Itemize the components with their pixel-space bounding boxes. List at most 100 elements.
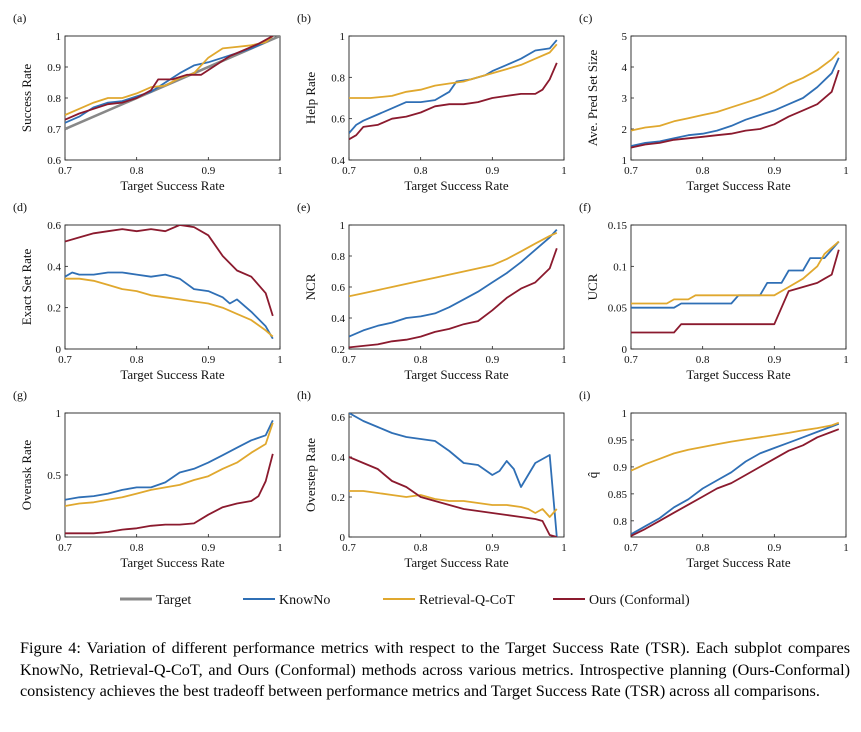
subplot-i: 0.7 0.8 0.9 1 0.8 0.85 0.9 0.95 1 Target Success …: [579, 388, 849, 570]
x-tick-label: 0.8: [696, 354, 710, 366]
y-tick-label: 0.6: [47, 155, 61, 167]
x-axis-label: Target Success Rate: [686, 555, 790, 570]
x-tick-label: 0.8: [696, 165, 710, 177]
subplot-e: 0.7 0.8 0.9 1 0.2 0.4 0.6 0.8 1 Target Success Ra…: [297, 200, 567, 382]
plot-frame: [64, 35, 281, 161]
series-line-ours-conformal: [631, 69, 840, 149]
panel-tag: (c): [579, 11, 592, 25]
x-axis-label: Target Success Rate: [404, 555, 508, 570]
y-tick-label: 4: [622, 62, 628, 74]
legend-item-knowno: KnowNo: [243, 593, 330, 608]
y-tick-label: 0.05: [608, 303, 628, 315]
y-tick-label: 0: [56, 344, 62, 356]
x-axis-label: Target Success Rate: [686, 367, 790, 382]
legend-label: Ours (Conformal): [589, 593, 690, 608]
y-tick-label: 0.9: [613, 462, 627, 474]
x-tick-label: 0.7: [58, 165, 72, 177]
series-line-knowno: [631, 240, 840, 309]
y-tick-label: 5: [622, 31, 628, 43]
series-line-knowno: [65, 271, 274, 340]
legend: Target KnowNo Retrieval-Q-CoT Ours (Conform…: [120, 593, 690, 608]
y-axis-label: NCR: [303, 273, 318, 300]
y-tick-label: 0.8: [613, 516, 627, 528]
y-tick-label: 2: [622, 124, 628, 136]
x-tick-label: 1: [843, 542, 849, 554]
y-tick-label: 0.2: [331, 344, 345, 356]
panel-tag: (f): [579, 200, 591, 214]
y-tick-label: 1: [622, 408, 628, 420]
x-tick-label: 0.7: [342, 542, 356, 554]
x-tick-label: 0.7: [342, 354, 356, 366]
x-axis-label: Target Success Rate: [120, 178, 224, 193]
subplot-b: 0.7 0.8 0.9 1 0.4 0.6 0.8 1 Target Success Rate H…: [297, 11, 567, 193]
series-line-knowno: [631, 422, 840, 536]
series-line-knowno: [349, 413, 558, 537]
series-line-ours-conformal: [65, 225, 274, 317]
x-tick-label: 1: [277, 542, 283, 554]
y-tick-label: 1: [340, 220, 346, 232]
y-axis-label: UCR: [585, 273, 600, 300]
x-tick-label: 0.7: [624, 354, 638, 366]
y-axis-label: Success Rate: [19, 64, 34, 132]
x-tick-label: 1: [843, 354, 849, 366]
subplot-c: 0.7 0.8 0.9 1 1 2 3 4 5 Target Success Rate Ave. P…: [579, 11, 849, 193]
series-line-retrieval-q-cot: [349, 43, 558, 99]
x-tick-label: 0.7: [58, 354, 72, 366]
y-tick-label: 1: [56, 408, 62, 420]
series-line-ours-conformal: [631, 428, 840, 537]
y-tick-label: 0.6: [331, 282, 345, 294]
subplot-f: 0.7 0.8 0.9 1 0 0.05 0.1 0.15 Target Success Rat…: [579, 200, 849, 382]
x-tick-label: 0.7: [342, 165, 356, 177]
x-tick-label: 0.9: [767, 354, 781, 366]
x-tick-label: 0.9: [201, 354, 215, 366]
x-tick-label: 0.8: [414, 165, 428, 177]
y-tick-label: 0: [56, 532, 62, 544]
y-tick-label: 0.4: [331, 452, 345, 464]
y-tick-label: 0.4: [331, 155, 345, 167]
panel-tag: (i): [579, 388, 590, 402]
x-axis-label: Target Success Rate: [686, 178, 790, 193]
y-tick-label: 0.5: [47, 470, 61, 482]
panel-tag: (d): [13, 200, 27, 214]
y-tick-label: 0.1: [613, 261, 627, 273]
y-axis-label: Ave. Pred Set Size: [585, 50, 600, 147]
plot-frame: [64, 224, 281, 350]
series-line-ours-conformal: [65, 453, 274, 535]
y-tick-label: 0.8: [331, 72, 345, 84]
x-tick-label: 1: [277, 354, 283, 366]
y-tick-label: 0.8: [47, 93, 61, 105]
y-tick-label: 0.85: [608, 489, 628, 501]
x-tick-label: 0.8: [130, 165, 144, 177]
x-tick-label: 0.9: [485, 165, 499, 177]
x-tick-label: 0.7: [58, 542, 72, 554]
subplot-h: 0.7 0.8 0.9 1 0 0.2 0.4 0.6 Target Success Rate O…: [297, 388, 567, 570]
legend-item-target: Target: [120, 593, 191, 608]
x-axis-label: Target Success Rate: [120, 367, 224, 382]
series-line-retrieval-q-cot: [631, 421, 840, 472]
legend-label: Retrieval-Q-CoT: [419, 593, 515, 608]
series-line-retrieval-q-cot: [65, 36, 274, 116]
y-axis-label: q̂: [585, 471, 600, 478]
series-line-retrieval-q-cot: [631, 240, 840, 305]
panel-tag: (b): [297, 11, 311, 25]
y-tick-label: 0.4: [47, 261, 61, 273]
y-tick-label: 0.6: [47, 220, 61, 232]
x-tick-label: 0.8: [414, 542, 428, 554]
series-line-retrieval-q-cot: [349, 231, 558, 298]
series-line-retrieval-q-cot: [631, 50, 840, 132]
y-tick-label: 0.6: [331, 114, 345, 126]
x-tick-label: 0.9: [767, 542, 781, 554]
x-tick-label: 0.9: [201, 542, 215, 554]
series-line-knowno: [631, 57, 840, 147]
x-tick-label: 1: [561, 354, 567, 366]
x-tick-label: 0.8: [130, 542, 144, 554]
y-axis-label: Overstep Rate: [303, 438, 318, 512]
series-line-ours-conformal: [349, 456, 558, 537]
y-tick-label: 1: [622, 155, 628, 167]
series-line-retrieval-q-cot: [65, 277, 274, 338]
subplot-d: 0.7 0.8 0.9 1 0 0.2 0.4 0.6 Target Success Rate E…: [13, 200, 283, 382]
y-axis-label: Help Rate: [303, 72, 318, 125]
figure-caption: Figure 4: Variation of different perform…: [20, 639, 850, 701]
